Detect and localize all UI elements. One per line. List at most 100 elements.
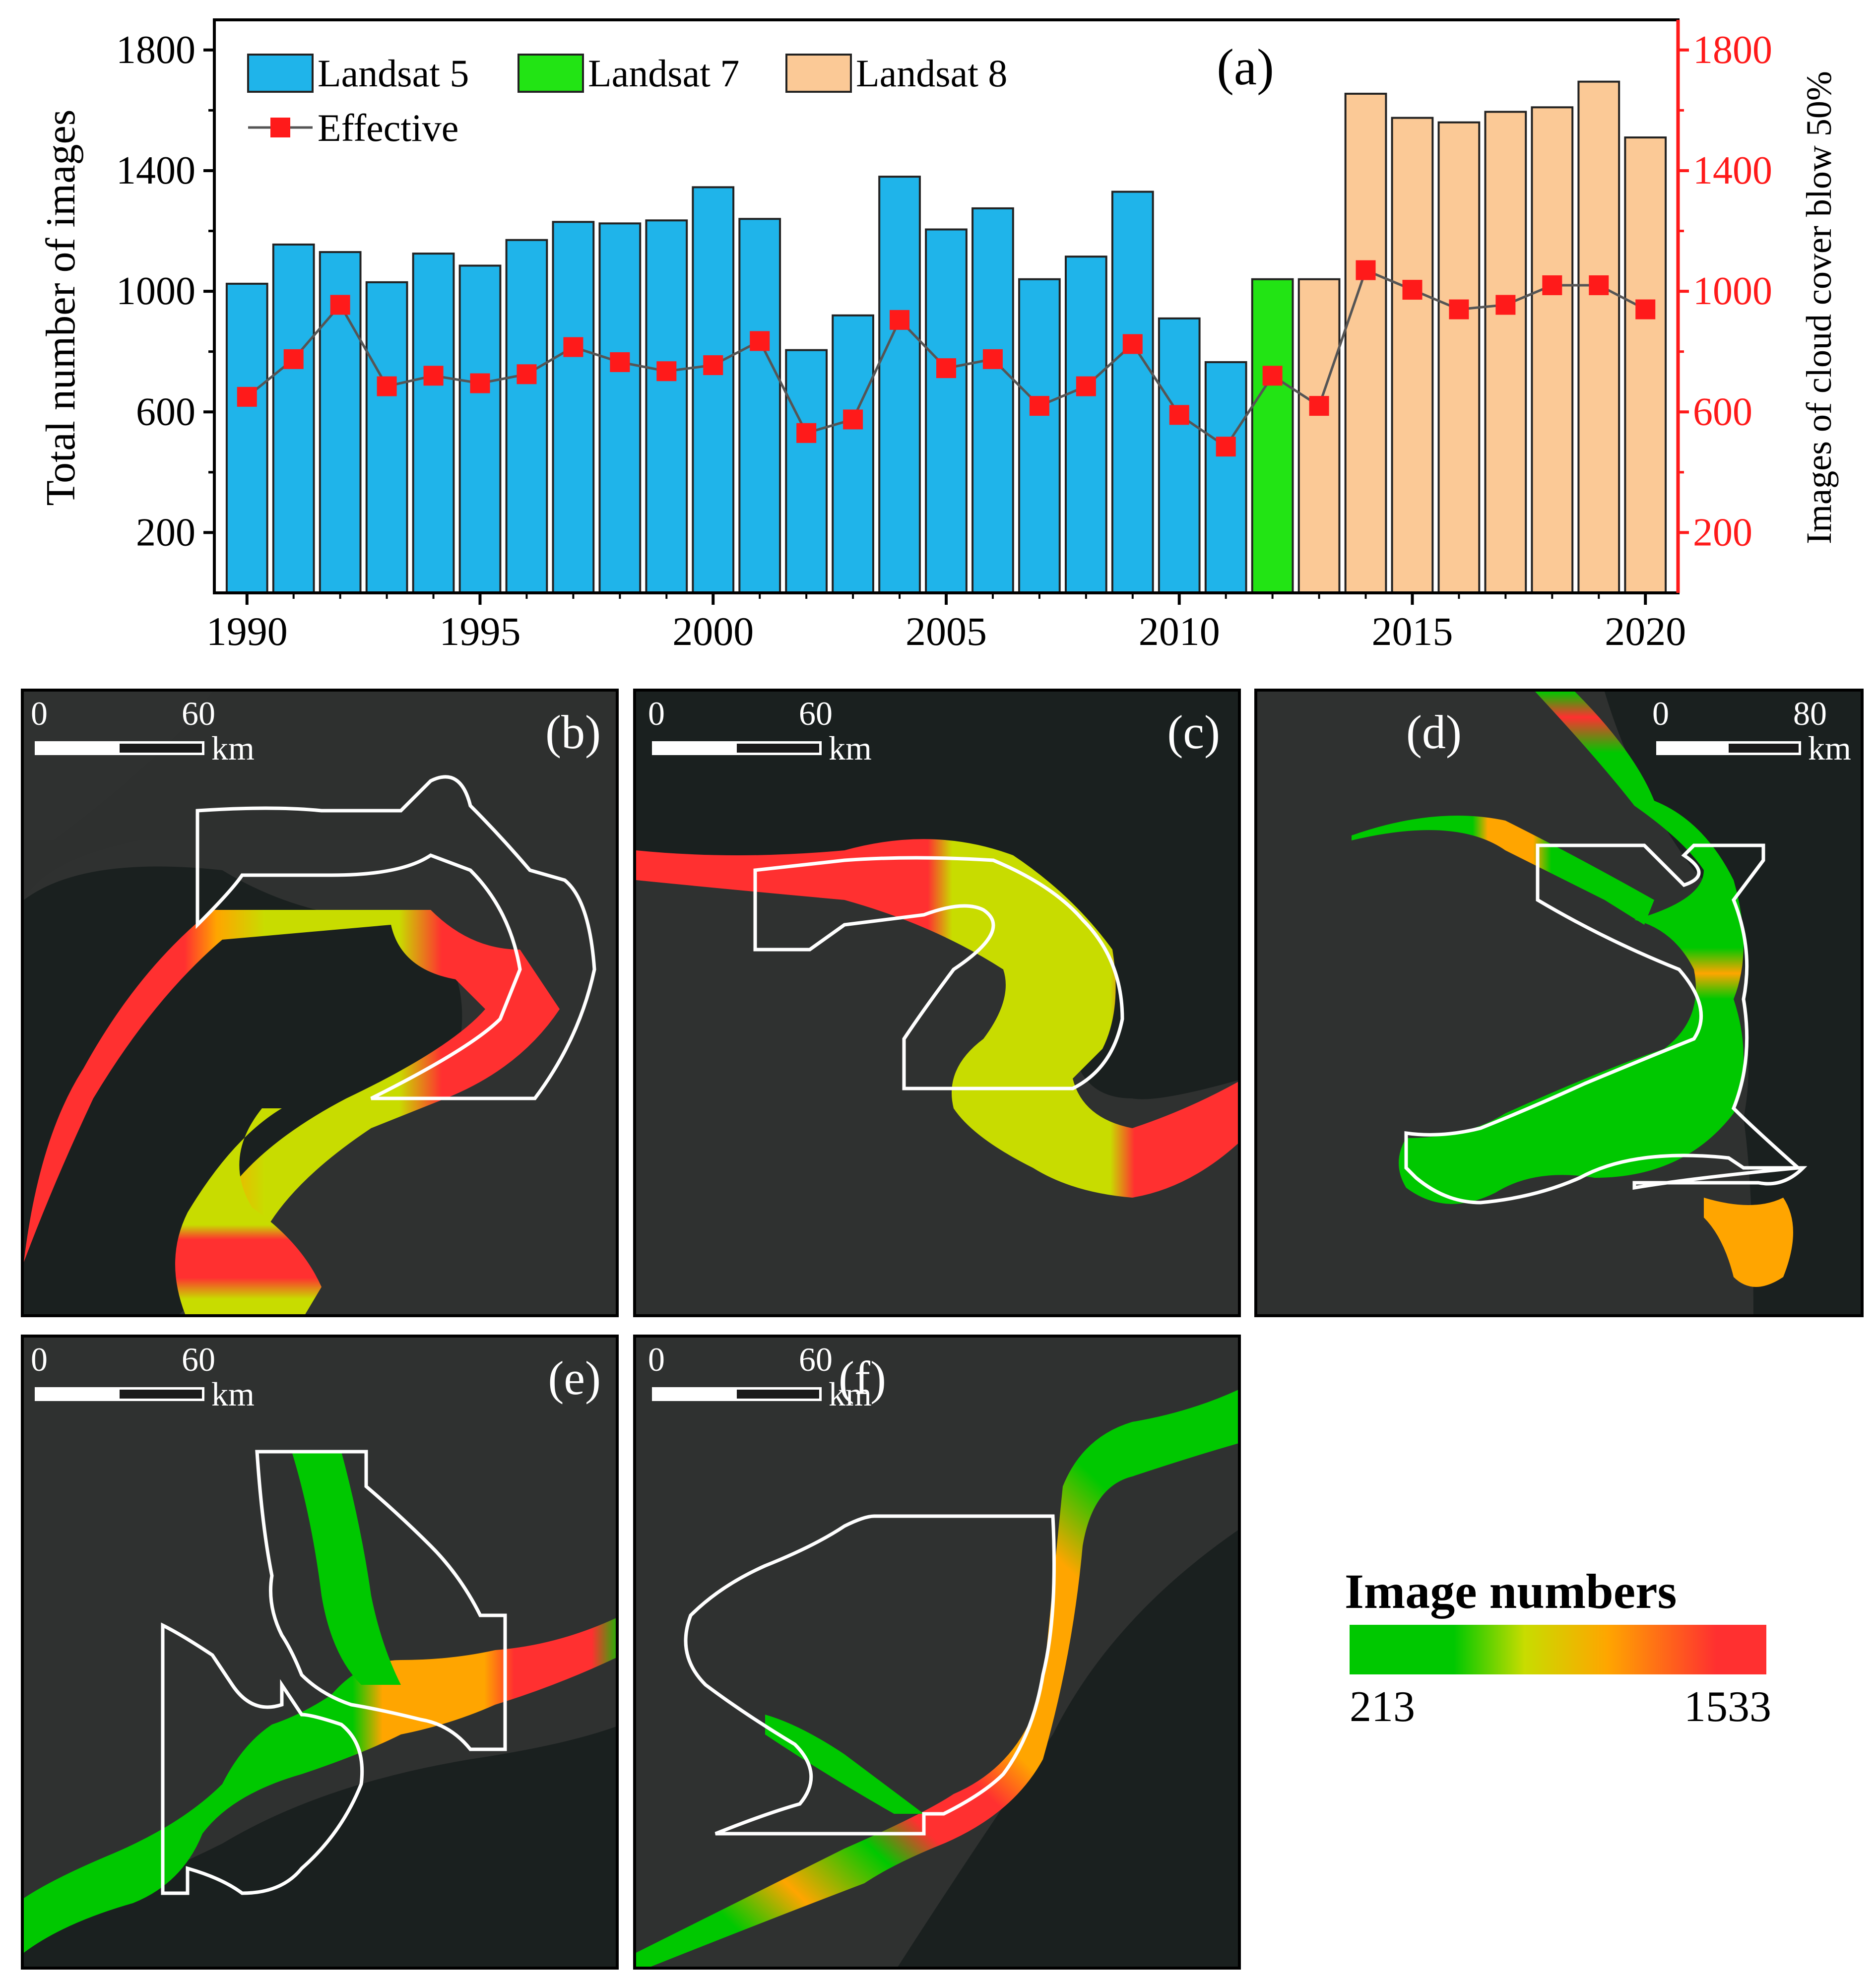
- effective-point-2006: [982, 349, 1003, 369]
- effective-point-2008: [1076, 376, 1096, 396]
- coastline-band-b2: [175, 1108, 322, 1314]
- bar-2000: [692, 186, 735, 594]
- coastline-band-f: [636, 1390, 1238, 1967]
- y2-tick-label-1000: 1000: [1693, 269, 1772, 313]
- effective-point-2003: [843, 409, 863, 430]
- panel-label-a: (a): [1217, 39, 1274, 96]
- effective-line-group: [237, 260, 1656, 457]
- legend-label-0: Landsat 5: [318, 52, 469, 95]
- y-tick-label-1800: 1800: [116, 28, 195, 72]
- map-panel-f: 0 60 km (f): [633, 1335, 1241, 1970]
- chart-a: 200 600 1000 1400 1800 200 600 1000 1400 1800 1990…: [38, 18, 1839, 654]
- effective-point-2001: [750, 331, 770, 351]
- x-tick-label-2010: 2010: [1139, 609, 1220, 654]
- scale-bar-c: [652, 741, 822, 755]
- effective-point-2010: [1169, 405, 1189, 425]
- coastline-band-d2: [1704, 1198, 1793, 1287]
- bar-group: [225, 80, 1667, 594]
- bar-2018: [1531, 106, 1574, 594]
- scale-unit-d: km: [1808, 729, 1851, 767]
- coastline-band-b1: [24, 910, 560, 1314]
- effective-point-2019: [1589, 275, 1609, 295]
- scale-start-b: 0: [31, 695, 48, 732]
- coastline-band-d: [1399, 692, 1744, 1204]
- legend-swatch-1: [518, 54, 584, 93]
- scale-start-d: 0: [1652, 695, 1669, 732]
- river-band-d: [1352, 816, 1654, 925]
- bar-2004: [878, 176, 921, 594]
- coastline-band-c: [636, 839, 1238, 1198]
- bar-2001: [738, 218, 781, 594]
- effective-point-2014: [1356, 260, 1376, 280]
- estuary-band-e: [24, 1618, 616, 1953]
- scale-end-f: 60: [799, 1341, 833, 1378]
- study-area-outline-f: [684, 1514, 1056, 1836]
- scale-start-c: 0: [648, 695, 665, 732]
- effective-point-1997: [563, 337, 583, 357]
- y2-tick-label-1400: 1400: [1693, 149, 1772, 192]
- scale-bar-d: [1656, 741, 1801, 755]
- colorbar-max-label: 1533: [1684, 1683, 1771, 1731]
- effective-point-2005: [936, 358, 956, 379]
- effective-point-1993: [377, 376, 397, 396]
- y-tick-label-1400: 1400: [116, 149, 195, 192]
- bar-1997: [552, 221, 595, 594]
- effective-point-2020: [1635, 299, 1656, 320]
- map-f-graphic: [636, 1338, 1238, 1967]
- bar-2017: [1484, 111, 1527, 594]
- bar-2014: [1344, 92, 1387, 594]
- scale-unit-f: km: [829, 1375, 872, 1413]
- x-tick-label-2020: 2020: [1605, 609, 1686, 654]
- bar-2016: [1437, 121, 1481, 594]
- bar-1990: [225, 282, 268, 594]
- y-tick-label-1000: 1000: [116, 269, 195, 313]
- map-b-graphic: [24, 692, 616, 1314]
- x-tick-label-2005: 2005: [906, 609, 987, 654]
- chart-legend: Landsat 5 Landsat 7 Landsat 8 Effective: [247, 52, 1007, 149]
- bar-1993: [365, 281, 408, 594]
- bar-1995: [458, 264, 502, 594]
- y-tick-label-600: 600: [136, 390, 195, 434]
- bar-2010: [1158, 317, 1201, 594]
- bar-1996: [505, 239, 548, 594]
- y2-tick-label-200: 200: [1693, 511, 1752, 554]
- scale-start-e: 0: [31, 1341, 48, 1378]
- bar-1991: [272, 243, 315, 594]
- effective-point-1995: [470, 373, 490, 393]
- legend-label-1: Landsat 7: [588, 52, 739, 95]
- study-area-outline-e2: [161, 1622, 364, 1895]
- scale-bar-f: [652, 1387, 822, 1401]
- bar-2020: [1624, 136, 1667, 594]
- panel-label-c: (c): [1167, 705, 1220, 759]
- panel-label-d: (d): [1406, 705, 1462, 759]
- effective-point-2016: [1449, 299, 1469, 320]
- bar-2012: [1251, 278, 1294, 594]
- colorbar-gradient: [1350, 1625, 1766, 1674]
- scale-end-b: 60: [182, 695, 215, 732]
- effective-point-1990: [237, 386, 257, 407]
- map-d-graphic: [1257, 692, 1861, 1314]
- bar-2005: [925, 228, 968, 594]
- panel-label-f: (f): [839, 1351, 886, 1405]
- study-area-outline-e1: [255, 1450, 507, 1751]
- y2-tick-label-600: 600: [1693, 390, 1752, 434]
- effective-point-2004: [890, 310, 910, 330]
- x-tick-label-2000: 2000: [672, 609, 754, 654]
- scale-end-e: 60: [182, 1341, 215, 1378]
- effective-point-1996: [517, 364, 537, 384]
- effective-point-1998: [610, 352, 630, 372]
- bar-2003: [832, 314, 874, 594]
- effective-point-2011: [1216, 437, 1236, 457]
- bar-1999: [645, 219, 688, 594]
- bar-2019: [1577, 80, 1620, 594]
- bar-2007: [1018, 278, 1061, 594]
- colorbar-min-label: 213: [1350, 1683, 1415, 1731]
- bar-2011: [1204, 361, 1247, 594]
- bar-2008: [1064, 256, 1107, 594]
- map-panel-b: 0 60 km (b): [21, 689, 619, 1317]
- scale-end-c: 60: [799, 695, 833, 732]
- scale-unit-c: km: [829, 729, 872, 767]
- scale-bar-e: [35, 1387, 204, 1401]
- scale-end-d: 80: [1793, 695, 1827, 732]
